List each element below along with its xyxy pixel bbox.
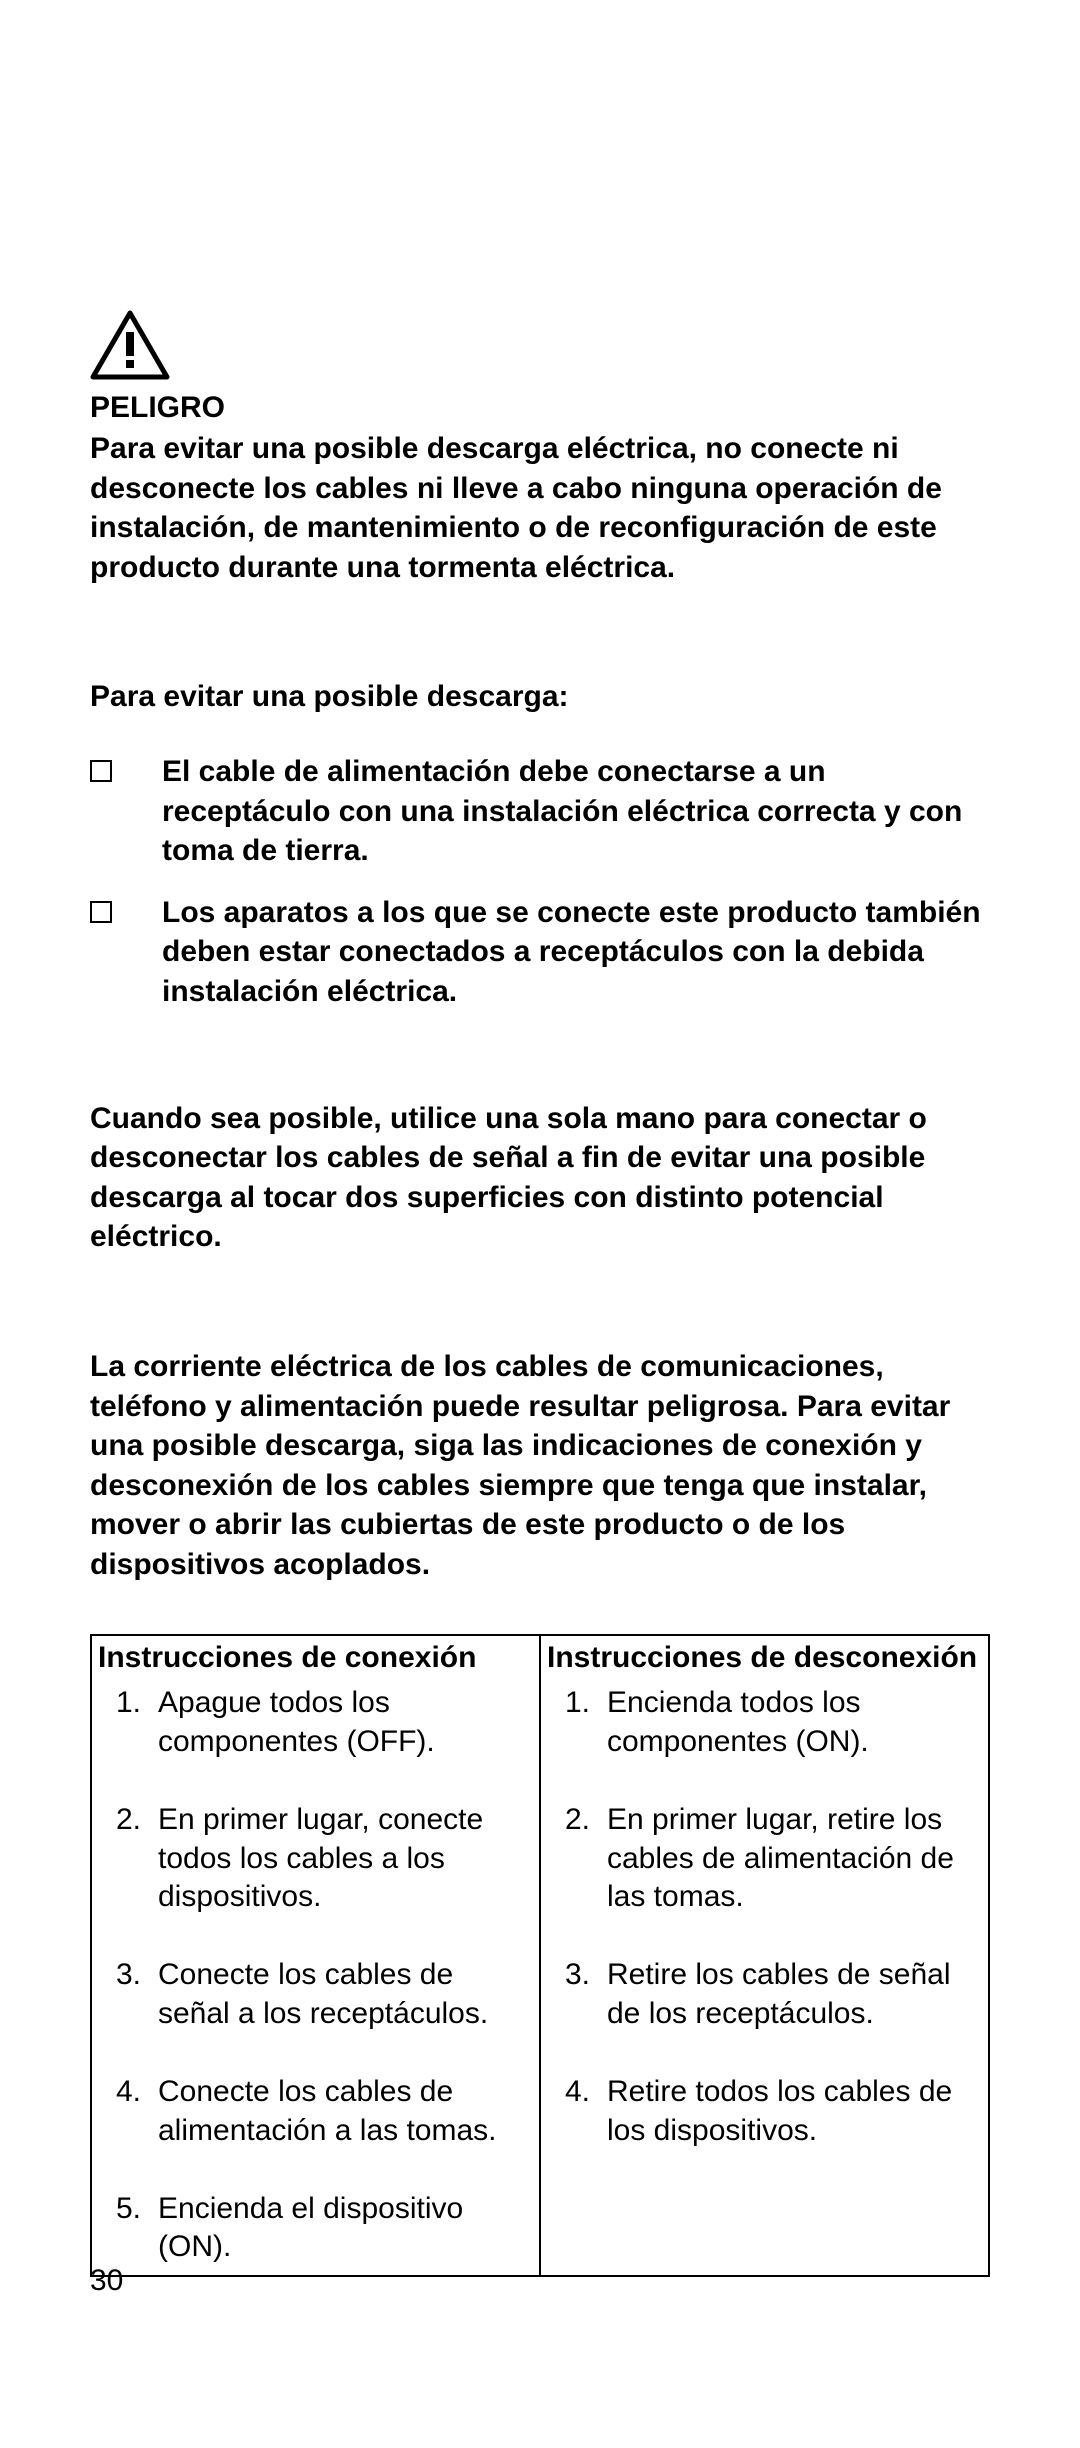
step-text: En primer lugar, conecte todos los cable…	[158, 1803, 483, 1913]
connect-header: Instrucciones de conexión	[98, 1636, 533, 1684]
danger-heading: PELIGRO	[90, 388, 990, 427]
list-item: 5.Encienda el dispositivo (ON).	[98, 2190, 533, 2267]
disconnect-header: Instrucciones de desconexión	[547, 1636, 982, 1684]
step-text: Retire los cables de señal de los recept…	[607, 1958, 951, 2029]
bullet-text: El cable de alimentación debe conectarse…	[162, 752, 990, 871]
danger-paragraph-2: Para evitar una posible descarga:	[90, 677, 990, 717]
danger-paragraph-4: La corriente eléctrica de los cables de …	[90, 1347, 990, 1585]
disconnect-steps: 1.Encienda todos los componentes (ON). 2…	[547, 1684, 982, 2228]
step-text: Encienda todos los componentes (ON).	[607, 1686, 869, 1757]
bullet-list: El cable de alimentación debe conectarse…	[90, 752, 990, 1012]
danger-paragraph-3: Cuando sea posible, utilice una sola man…	[90, 1099, 990, 1257]
step-text: Conecte los cables de alimentación a las…	[158, 2075, 497, 2146]
step-text: Retire todos los cables de los dispositi…	[607, 2075, 952, 2146]
list-item: 2.En primer lugar, conecte todos los cab…	[98, 1801, 533, 1916]
page-number: 30	[90, 2264, 123, 2298]
step-text: Encienda el dispositivo (ON).	[158, 2192, 463, 2263]
bullet-text: Los aparatos a los que se conecte este p…	[162, 893, 990, 1012]
list-item: 3.Conecte los cables de señal a los rece…	[98, 1956, 533, 2033]
list-item: 1.Encienda todos los componentes (ON).	[547, 1684, 982, 1761]
list-item: 4.Retire todos los cables de los disposi…	[547, 2073, 982, 2150]
table-cell-connect: Instrucciones de conexión 1.Apague todos…	[91, 1635, 540, 2275]
table-cell-disconnect: Instrucciones de desconexión 1.Encienda …	[540, 1635, 989, 2275]
checkbox-bullet-icon	[90, 760, 112, 782]
bullet-item: El cable de alimentación debe conectarse…	[90, 752, 990, 871]
list-item: 2.En primer lugar, retire los cables de …	[547, 1801, 982, 1916]
step-text: Conecte los cables de señal a los recept…	[158, 1958, 488, 2029]
danger-paragraph-1: Para evitar una posible descarga eléctri…	[90, 429, 990, 587]
list-item: 1.Apague todos los componentes (OFF).	[98, 1684, 533, 1761]
step-text: Apague todos los componentes (OFF).	[158, 1686, 435, 1757]
step-text: En primer lugar, retire los cables de al…	[607, 1803, 954, 1913]
warning-icon	[90, 310, 990, 380]
list-item: 3.Retire los cables de señal de los rece…	[547, 1956, 982, 2033]
list-item: 4.Conecte los cables de alimentación a l…	[98, 2073, 533, 2150]
instructions-table: Instrucciones de conexión 1.Apague todos…	[90, 1634, 990, 2276]
checkbox-bullet-icon	[90, 901, 112, 923]
connect-steps: 1.Apague todos los componentes (OFF). 2.…	[98, 1684, 533, 2266]
bullet-item: Los aparatos a los que se conecte este p…	[90, 893, 990, 1012]
